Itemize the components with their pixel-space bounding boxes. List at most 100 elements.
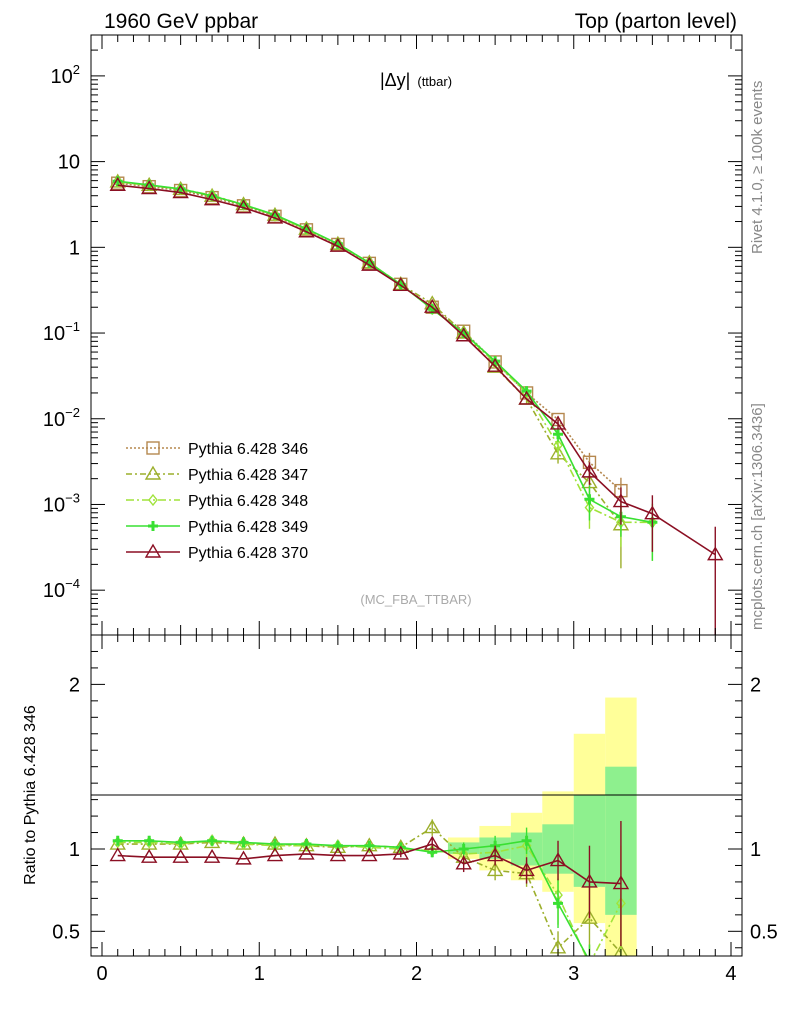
main-y-tick-label-4: 10−2 bbox=[43, 405, 80, 431]
legend-marker-0 bbox=[146, 441, 160, 455]
ratio-point-3-11 bbox=[455, 855, 472, 870]
legend-marker-1 bbox=[144, 465, 162, 480]
ratio-point-3-5 bbox=[266, 847, 284, 862]
main-series-line-2 bbox=[117, 181, 653, 524]
main-point-4-0 bbox=[109, 176, 126, 191]
ratio-point-3-10 bbox=[424, 835, 441, 850]
ratio-point-0-10 bbox=[424, 819, 441, 834]
ratio-point-3-6 bbox=[298, 845, 315, 860]
legend-label-0: Pythia 6.428 346 bbox=[188, 441, 308, 458]
ratio-point-3-16 bbox=[612, 875, 630, 890]
legend-label-1: Pythia 6.428 347 bbox=[188, 467, 308, 484]
ratio-y-tick-label-right-2: 0.5 bbox=[750, 921, 778, 943]
rivet-version-label: Rivet 4.1.0, ≥ 100k events bbox=[749, 81, 766, 254]
mcplots-label: mcplots.cern.ch [arXiv:1306.3436] bbox=[749, 403, 766, 630]
main-point-4-2 bbox=[172, 184, 189, 199]
ratio-point-0-12 bbox=[486, 862, 504, 877]
x-tick-label-4: 4 bbox=[725, 963, 736, 985]
main-y-tick-label-3: 10−1 bbox=[43, 319, 80, 345]
main-point-4-9 bbox=[392, 276, 409, 292]
ratio-point-3-13 bbox=[518, 862, 535, 877]
ratio-point-3-7 bbox=[329, 847, 347, 862]
main-point-4-1 bbox=[140, 180, 158, 195]
main-point-4-13 bbox=[518, 390, 535, 405]
plot-title-text: |Δy| bbox=[380, 70, 410, 90]
x-tick-label-1: 1 bbox=[254, 963, 265, 985]
main-y-tick-label-6: 10−4 bbox=[43, 576, 80, 602]
main-point-3-12 bbox=[490, 356, 501, 367]
ratio-point-3-15 bbox=[581, 873, 598, 888]
main-y-tick-label-1: 10 bbox=[58, 152, 80, 174]
main-series-line-0 bbox=[117, 182, 622, 492]
ratio-point-2-3 bbox=[207, 835, 218, 846]
legend: Pythia 6.428 346 Pythia 6.428 347 Pythia 6… bbox=[126, 441, 308, 562]
ratio-plot: 0 1 2 3 4 2 2 1 1 0.5 0.5 Ratio to Pythia 6.428 34… bbox=[22, 634, 778, 985]
ratio-plot-frame bbox=[90, 634, 743, 957]
main-point-4-10 bbox=[424, 298, 441, 313]
ratio-axes: 0 1 2 3 4 2 2 1 1 0.5 0.5 bbox=[52, 635, 778, 985]
ratio-data-marks bbox=[109, 819, 630, 956]
main-point-4-7 bbox=[329, 237, 347, 252]
ratio-point-3-1 bbox=[140, 848, 158, 863]
main-point-2-14 bbox=[553, 439, 563, 452]
main-axes: 102 10 1 10−1 10−2 10−3 10−4 bbox=[43, 34, 742, 636]
analysis-watermark: (MC_FBA_TTBAR) bbox=[360, 592, 471, 607]
main-point-4-16 bbox=[612, 493, 630, 508]
main-point-4-18 bbox=[707, 546, 724, 561]
main-point-4-17 bbox=[644, 505, 661, 520]
main-point-4-3 bbox=[203, 191, 221, 206]
ratio-y-tick-label-left-1: 1 bbox=[69, 839, 80, 861]
ratio-y-tick-label-right-0: 2 bbox=[750, 674, 761, 696]
ratio-point-2-1 bbox=[144, 835, 155, 846]
ratio-series-line-3 bbox=[117, 843, 621, 885]
ratio-point-3-8 bbox=[361, 847, 378, 862]
ratio-point-2-4 bbox=[238, 837, 249, 848]
main-point-4-5 bbox=[266, 209, 284, 224]
ratio-point-3-3 bbox=[203, 848, 221, 863]
main-plot: |Δy| (ttbar) (MC_FBA_TTBAR) 10210110−110… bbox=[43, 34, 743, 636]
ratio-point-0-16 bbox=[614, 944, 628, 956]
ratio-point-3-12 bbox=[486, 847, 504, 862]
ratio-point-3-9 bbox=[392, 845, 409, 860]
ratio-point-3-4 bbox=[235, 850, 252, 865]
ratio-y-tick-label-right-1: 1 bbox=[750, 839, 761, 861]
main-data-marks bbox=[109, 173, 724, 635]
legend-label-4: Pythia 6.428 370 bbox=[188, 545, 308, 562]
ratio-y-tick-label-left-2: 0.5 bbox=[52, 921, 80, 943]
legend-marker-2 bbox=[148, 493, 158, 507]
main-y-tick-label-5: 10−3 bbox=[43, 490, 80, 516]
ratio-uncertainty-bands bbox=[447, 697, 637, 956]
main-point-4-11 bbox=[455, 327, 472, 342]
legend-marker-4 bbox=[144, 543, 162, 558]
main-point-1-14 bbox=[549, 445, 567, 460]
ratio-y-axis-label: Ratio to Pythia 6.428 346 bbox=[22, 705, 39, 885]
main-point-4-4 bbox=[235, 199, 252, 214]
main-series-line-3 bbox=[117, 180, 653, 524]
legend-label-2: Pythia 6.428 348 bbox=[188, 493, 308, 510]
header-right: Top (parton level) bbox=[575, 10, 737, 33]
ratio-y-tick-label-left-0: 2 bbox=[69, 674, 80, 696]
legend-marker-3 bbox=[148, 521, 158, 531]
x-tick-label-0: 0 bbox=[96, 963, 107, 985]
ratio-series-line-2 bbox=[117, 839, 588, 956]
plot-title-suffix: (ttbar) bbox=[417, 74, 452, 89]
main-point-4-6 bbox=[298, 223, 315, 238]
ratio-point-3-14 bbox=[549, 852, 567, 867]
main-point-4-12 bbox=[486, 357, 504, 372]
ratio-point-2-11 bbox=[458, 844, 469, 854]
ratio-point-3-2 bbox=[172, 848, 189, 863]
ratio-point-2-2 bbox=[175, 837, 186, 848]
main-y-tick-label-2: 1 bbox=[69, 237, 80, 259]
legend-label-3: Pythia 6.428 349 bbox=[188, 519, 308, 536]
main-point-3-15 bbox=[584, 494, 595, 505]
main-point-4-14 bbox=[549, 415, 567, 430]
ratio-point-3-0 bbox=[109, 847, 126, 862]
ratio-point-2-0 bbox=[112, 835, 123, 846]
ratio-point-2-13 bbox=[521, 835, 532, 846]
main-y-tick-label-0: 102 bbox=[51, 62, 80, 88]
main-point-4-15 bbox=[581, 463, 598, 478]
ratio-point-0-15 bbox=[581, 909, 598, 924]
main-point-3-14 bbox=[553, 429, 564, 440]
ratio-point-2-14 bbox=[553, 898, 564, 909]
